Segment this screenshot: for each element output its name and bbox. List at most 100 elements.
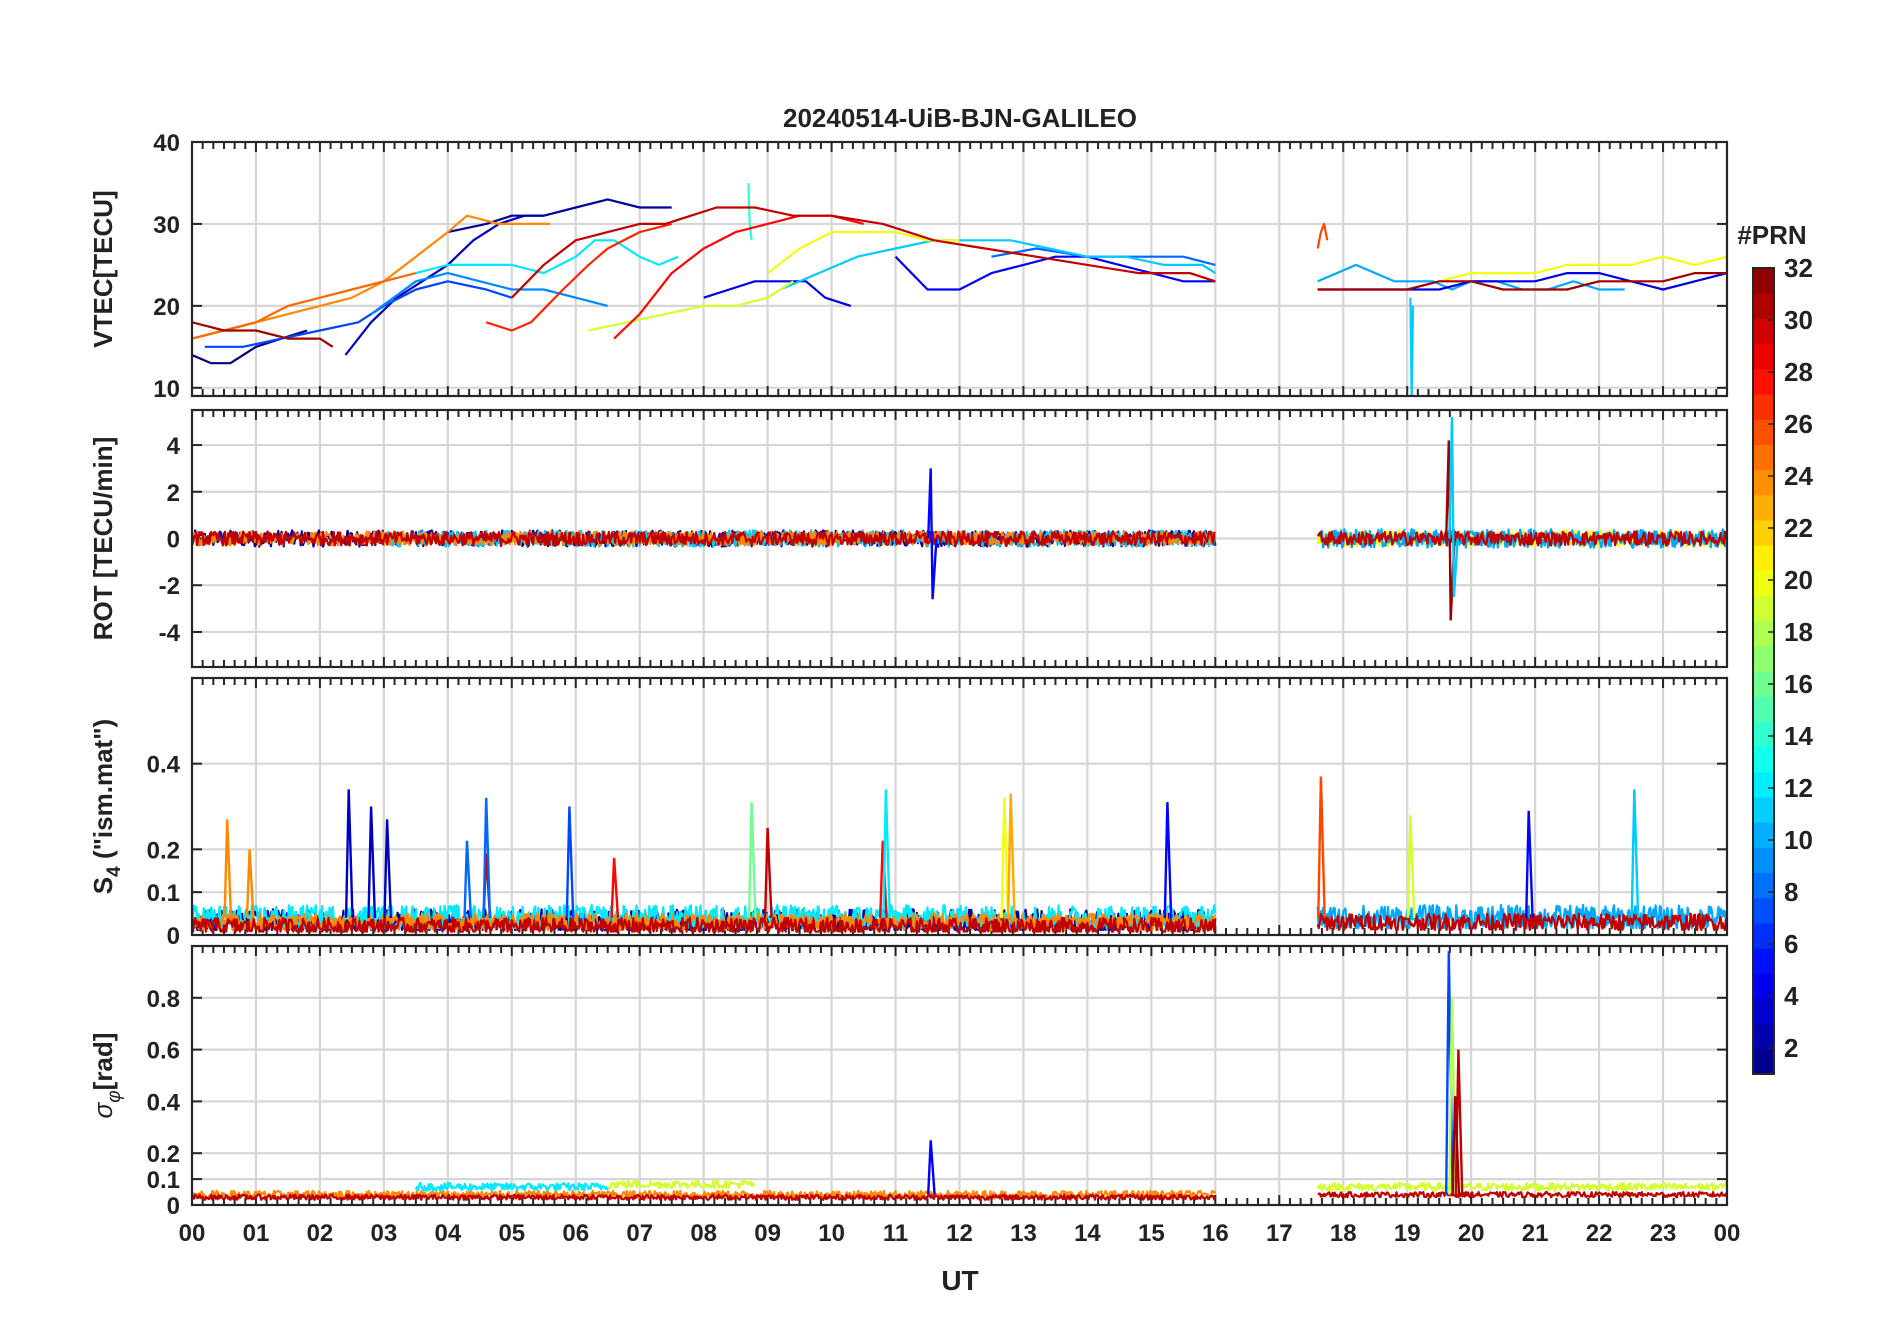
series-prn-20	[766, 231, 960, 274]
colorbar-segment	[1753, 796, 1774, 823]
series-prn-30	[1317, 530, 1727, 547]
colorbar-tick-label: 22	[1784, 513, 1813, 543]
spike-prn-5	[927, 1140, 936, 1195]
x-tick-label: 03	[371, 1220, 398, 1247]
axis-frame	[190, 408, 1729, 669]
colorbar-segment	[1753, 771, 1774, 798]
series-prn-24	[192, 214, 551, 340]
colorbar-tick-label: 26	[1784, 409, 1813, 439]
spike-prn-28	[610, 857, 620, 918]
spike-prn-24	[245, 849, 255, 918]
plot-area	[192, 951, 1727, 1201]
series-prn-27	[485, 222, 672, 332]
x-tick-label: 12	[946, 1220, 973, 1247]
x-tick-label: 21	[1522, 1220, 1549, 1247]
colorbar-segment	[1753, 1048, 1774, 1075]
series-prn-9	[370, 272, 608, 315]
colorbar-segment	[1753, 696, 1774, 722]
spike-prn-24	[223, 819, 233, 918]
colorbar-segment	[1753, 847, 1774, 874]
series-prn-30	[192, 530, 1216, 547]
y-tick-label: 40	[153, 130, 180, 157]
y-axis-label: σφ[rad]	[88, 1033, 125, 1119]
x-tick-label: 00	[1714, 1220, 1741, 1247]
x-tick-label: 08	[690, 1220, 717, 1247]
colorbar-segment	[1753, 519, 1774, 546]
colorbar-segment	[1753, 545, 1774, 571]
axis-frame	[190, 140, 1729, 398]
series-prn-4	[703, 280, 852, 307]
series-prn-14	[747, 182, 753, 241]
y-tick-label: 2	[167, 480, 180, 507]
spike-prn-23	[1006, 793, 1016, 918]
y-tick-label: 0.4	[147, 752, 181, 779]
plot-area	[192, 776, 1727, 933]
y-tick-label: 0	[167, 527, 180, 554]
series-prn-2	[447, 198, 672, 234]
colorbar-segment	[1753, 595, 1774, 622]
x-axis-label: UT	[941, 1265, 978, 1296]
colorbar-segment	[1753, 872, 1774, 899]
panel-rot: -4 -2 0 2 4 ROT [TECU/min]	[88, 408, 1729, 669]
y-tick-label: 4	[167, 433, 181, 460]
series-prn-19	[588, 280, 794, 332]
y-tick-label: 0.4	[147, 1089, 181, 1116]
colorbar-tick-label: 20	[1784, 565, 1813, 595]
colorbar-tick-label: 28	[1784, 357, 1813, 387]
spike-prn-3	[383, 819, 393, 918]
spike-prn-26	[1317, 776, 1326, 918]
colorbar-segment	[1753, 746, 1774, 773]
spike-prn-5	[1163, 802, 1173, 918]
y-tick-label: 30	[153, 212, 180, 239]
series-prn-25	[192, 272, 417, 340]
series-prn-31	[192, 321, 334, 348]
colorbar-tick-label: 18	[1784, 617, 1813, 647]
series-prn-19	[606, 1179, 755, 1190]
spike-prn-16	[747, 802, 757, 918]
x-tick-label: 14	[1074, 1220, 1101, 1247]
colorbar-frame	[1752, 267, 1775, 1075]
x-tick-label: 13	[1010, 1220, 1037, 1247]
colorbar-segment	[1753, 419, 1774, 445]
colorbar-segment	[1753, 293, 1774, 319]
spike-prn-19	[1406, 815, 1416, 918]
series-prn-20	[1316, 529, 1727, 548]
spike-prn-11	[1630, 789, 1640, 918]
spike-prn-28	[879, 840, 888, 918]
x-tick-label: 02	[307, 1220, 334, 1247]
chart-title: 20240514-UiB-BJN-GALILEO	[783, 103, 1137, 133]
series-prn-30	[1317, 1190, 1727, 1199]
x-tick-label: 01	[243, 1220, 270, 1247]
x-tick-label: 05	[498, 1220, 525, 1247]
colorbar-segment	[1753, 645, 1774, 672]
series-prn-30	[192, 1193, 1217, 1201]
axis-frame	[190, 944, 1729, 1207]
colorbar-tick-label: 32	[1784, 253, 1813, 283]
spike-prn-30	[763, 827, 773, 918]
x-tick-label: 09	[754, 1220, 781, 1247]
colorbar-segment	[1753, 948, 1774, 974]
x-tick-label: 15	[1138, 1220, 1165, 1247]
y-tick-label: -4	[159, 620, 181, 647]
colorbar-segment	[1753, 268, 1774, 294]
colorbar-segment	[1753, 368, 1774, 395]
colorbar-tick-label: 8	[1784, 877, 1798, 907]
x-tick-label: 22	[1586, 1220, 1613, 1247]
y-tick-label: 0.8	[147, 986, 180, 1013]
series-prn-11	[1409, 297, 1415, 396]
series-prn-11	[779, 239, 1216, 291]
x-tick-label: 19	[1394, 1220, 1421, 1247]
colorbar-segment	[1753, 444, 1774, 471]
y-tick-label: 0.1	[147, 880, 180, 907]
series-prn-19	[1316, 1181, 1727, 1192]
x-tick-label: 04	[434, 1220, 461, 1247]
colorbar-segment	[1753, 922, 1774, 949]
colorbar-segment	[1753, 494, 1774, 521]
colorbar-tick-label: 2	[1784, 1033, 1798, 1063]
series-prn-7	[204, 280, 513, 348]
x-tick-label: 10	[818, 1220, 845, 1247]
series-prn-12	[415, 239, 679, 275]
x-tick-label: 11	[883, 1220, 908, 1247]
